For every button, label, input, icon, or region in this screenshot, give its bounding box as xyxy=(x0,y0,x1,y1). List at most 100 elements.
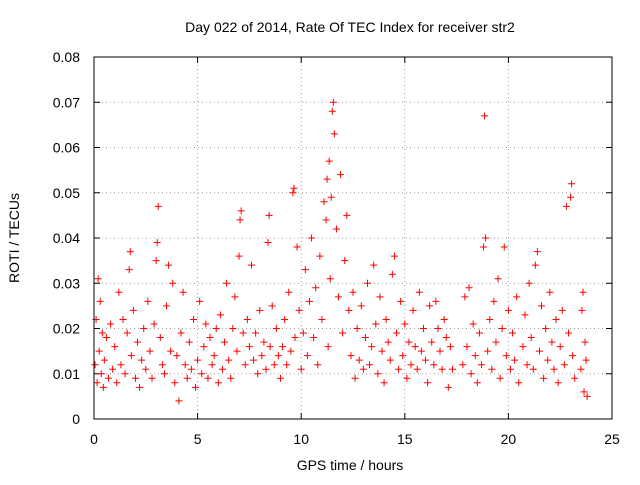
data-point xyxy=(469,320,477,328)
data-point xyxy=(571,374,579,382)
data-point xyxy=(492,338,500,346)
data-point xyxy=(525,279,533,287)
data-point xyxy=(502,352,510,360)
data-point xyxy=(274,352,282,360)
data-point xyxy=(388,270,396,278)
data-point xyxy=(229,325,237,332)
data-point xyxy=(542,325,550,332)
data-point xyxy=(99,383,107,391)
data-point xyxy=(560,361,568,369)
data-point xyxy=(283,361,291,369)
data-point xyxy=(308,234,316,242)
data-point xyxy=(368,343,376,351)
x-tick-label: 25 xyxy=(604,431,620,447)
data-point xyxy=(337,171,345,179)
data-point xyxy=(382,315,390,323)
data-point xyxy=(426,302,434,310)
data-point xyxy=(554,379,562,387)
data-point xyxy=(165,261,173,269)
data-point xyxy=(218,365,226,373)
data-point xyxy=(473,379,481,387)
data-point xyxy=(94,275,102,283)
data-point xyxy=(204,374,212,382)
data-point xyxy=(422,356,430,364)
data-point xyxy=(393,329,401,337)
x-axis-label: GPS time / hours xyxy=(297,457,404,473)
x-tick-label: 20 xyxy=(501,431,517,447)
data-point xyxy=(320,198,328,206)
data-point xyxy=(181,361,189,369)
data-point xyxy=(126,248,134,256)
data-point xyxy=(268,302,276,310)
data-point xyxy=(386,356,394,364)
data-point xyxy=(366,361,374,369)
data-point xyxy=(272,325,280,332)
x-tick-label: 10 xyxy=(293,431,309,447)
data-point xyxy=(98,329,106,337)
data-point xyxy=(93,379,101,387)
data-point xyxy=(413,365,421,373)
data-point xyxy=(258,352,266,360)
data-point xyxy=(535,347,543,355)
data-point xyxy=(461,293,469,301)
data-point xyxy=(295,306,303,314)
data-point xyxy=(480,243,488,251)
data-point xyxy=(198,370,206,378)
data-point xyxy=(357,302,365,310)
data-point xyxy=(96,297,104,305)
data-point xyxy=(328,107,336,115)
data-point xyxy=(339,329,347,337)
data-point xyxy=(430,361,438,369)
data-point xyxy=(216,311,224,319)
data-point xyxy=(183,374,191,382)
tick-layer: 0 0.01 0.02 0.03 0.04 0.05 0.06 0.07 0.08 0 5 10 15 2… xyxy=(53,49,620,447)
data-point xyxy=(223,279,231,287)
y-tick-label: 0 xyxy=(72,411,80,427)
data-point xyxy=(115,288,123,296)
data-point xyxy=(287,347,295,355)
data-point xyxy=(127,352,135,360)
data-point xyxy=(538,302,546,310)
data-point xyxy=(289,189,297,197)
data-point xyxy=(148,374,156,382)
data-point xyxy=(568,180,576,188)
data-point xyxy=(134,338,142,346)
data-point xyxy=(334,293,342,301)
data-point xyxy=(241,361,249,369)
data-point xyxy=(533,248,541,256)
y-tick-label: 0.04 xyxy=(53,230,80,246)
data-point xyxy=(434,325,442,332)
data-point xyxy=(194,356,202,364)
data-point xyxy=(256,306,264,314)
data-point xyxy=(290,184,298,192)
data-point xyxy=(498,325,506,332)
data-point xyxy=(160,370,168,378)
data-point xyxy=(231,293,239,301)
data-point xyxy=(511,356,519,364)
data-point xyxy=(192,383,200,391)
data-point xyxy=(448,365,456,373)
data-point xyxy=(318,315,326,323)
data-point xyxy=(463,343,471,351)
data-point xyxy=(407,361,415,369)
data-point xyxy=(558,306,566,314)
data-point xyxy=(397,297,405,305)
data-point xyxy=(111,343,119,351)
data-point xyxy=(351,374,359,382)
data-point xyxy=(236,216,244,224)
data-point xyxy=(202,320,210,328)
data-point xyxy=(345,306,353,314)
data-point xyxy=(227,374,235,382)
data-point xyxy=(459,361,467,369)
data-point xyxy=(506,365,514,373)
data-points xyxy=(91,98,591,405)
data-point xyxy=(482,234,490,242)
data-point xyxy=(266,343,274,351)
data-point xyxy=(438,365,446,373)
data-point xyxy=(123,329,131,337)
y-tick-label: 0.01 xyxy=(53,366,80,382)
y-tick-label: 0.03 xyxy=(53,275,80,291)
data-point xyxy=(325,157,333,165)
data-point xyxy=(523,361,531,369)
data-point xyxy=(419,325,427,332)
